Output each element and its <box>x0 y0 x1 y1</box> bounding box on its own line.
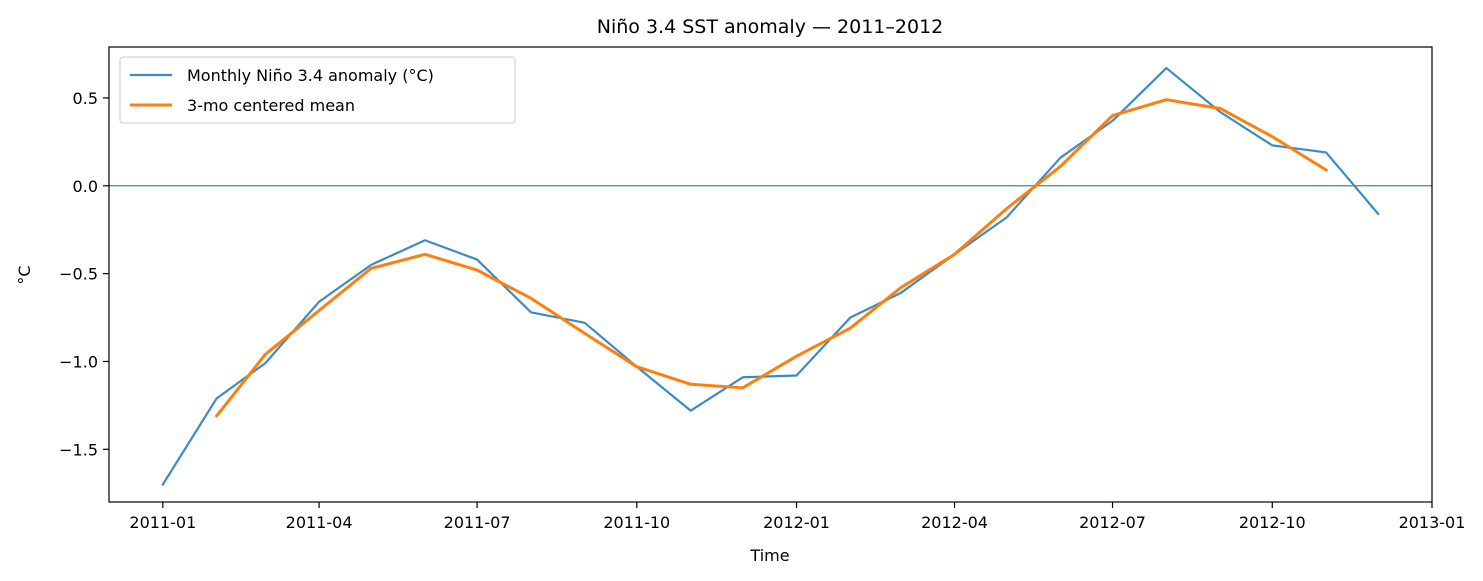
y-tick-label: −0.5 <box>59 265 98 284</box>
x-tick-label: 2011-07 <box>444 513 511 532</box>
x-axis-label: Time <box>749 546 789 565</box>
legend-label-monthly: Monthly Niño 3.4 anomaly (°C) <box>187 66 434 85</box>
y-tick-label: 0.5 <box>73 89 98 108</box>
y-tick-label: −1.5 <box>59 440 98 459</box>
series-line-3mo-mean <box>214 98 1329 419</box>
x-tick-label: 2012-04 <box>921 513 988 532</box>
series-line-monthly <box>161 66 1380 486</box>
y-tick-label: −1.0 <box>59 352 98 371</box>
x-tick-label: 2013-01 <box>1399 513 1466 532</box>
chart-title: Niño 3.4 SST anomaly — 2011–2012 <box>597 16 944 38</box>
x-tick-label: 2012-01 <box>763 513 830 532</box>
plot-frame <box>108 46 1433 503</box>
x-tick-label: 2011-01 <box>129 513 196 532</box>
x-tick-label: 2012-10 <box>1239 513 1306 532</box>
legend-box <box>119 56 516 124</box>
legend-label-3mo-mean: 3-mo centered mean <box>187 96 355 115</box>
x-tick-label: 2011-04 <box>286 513 353 532</box>
y-tick-label: 0.0 <box>73 177 98 196</box>
x-tick-label: 2011-10 <box>603 513 670 532</box>
x-tick-label: 2012-07 <box>1079 513 1146 532</box>
y-axis-label: °C <box>15 265 34 284</box>
